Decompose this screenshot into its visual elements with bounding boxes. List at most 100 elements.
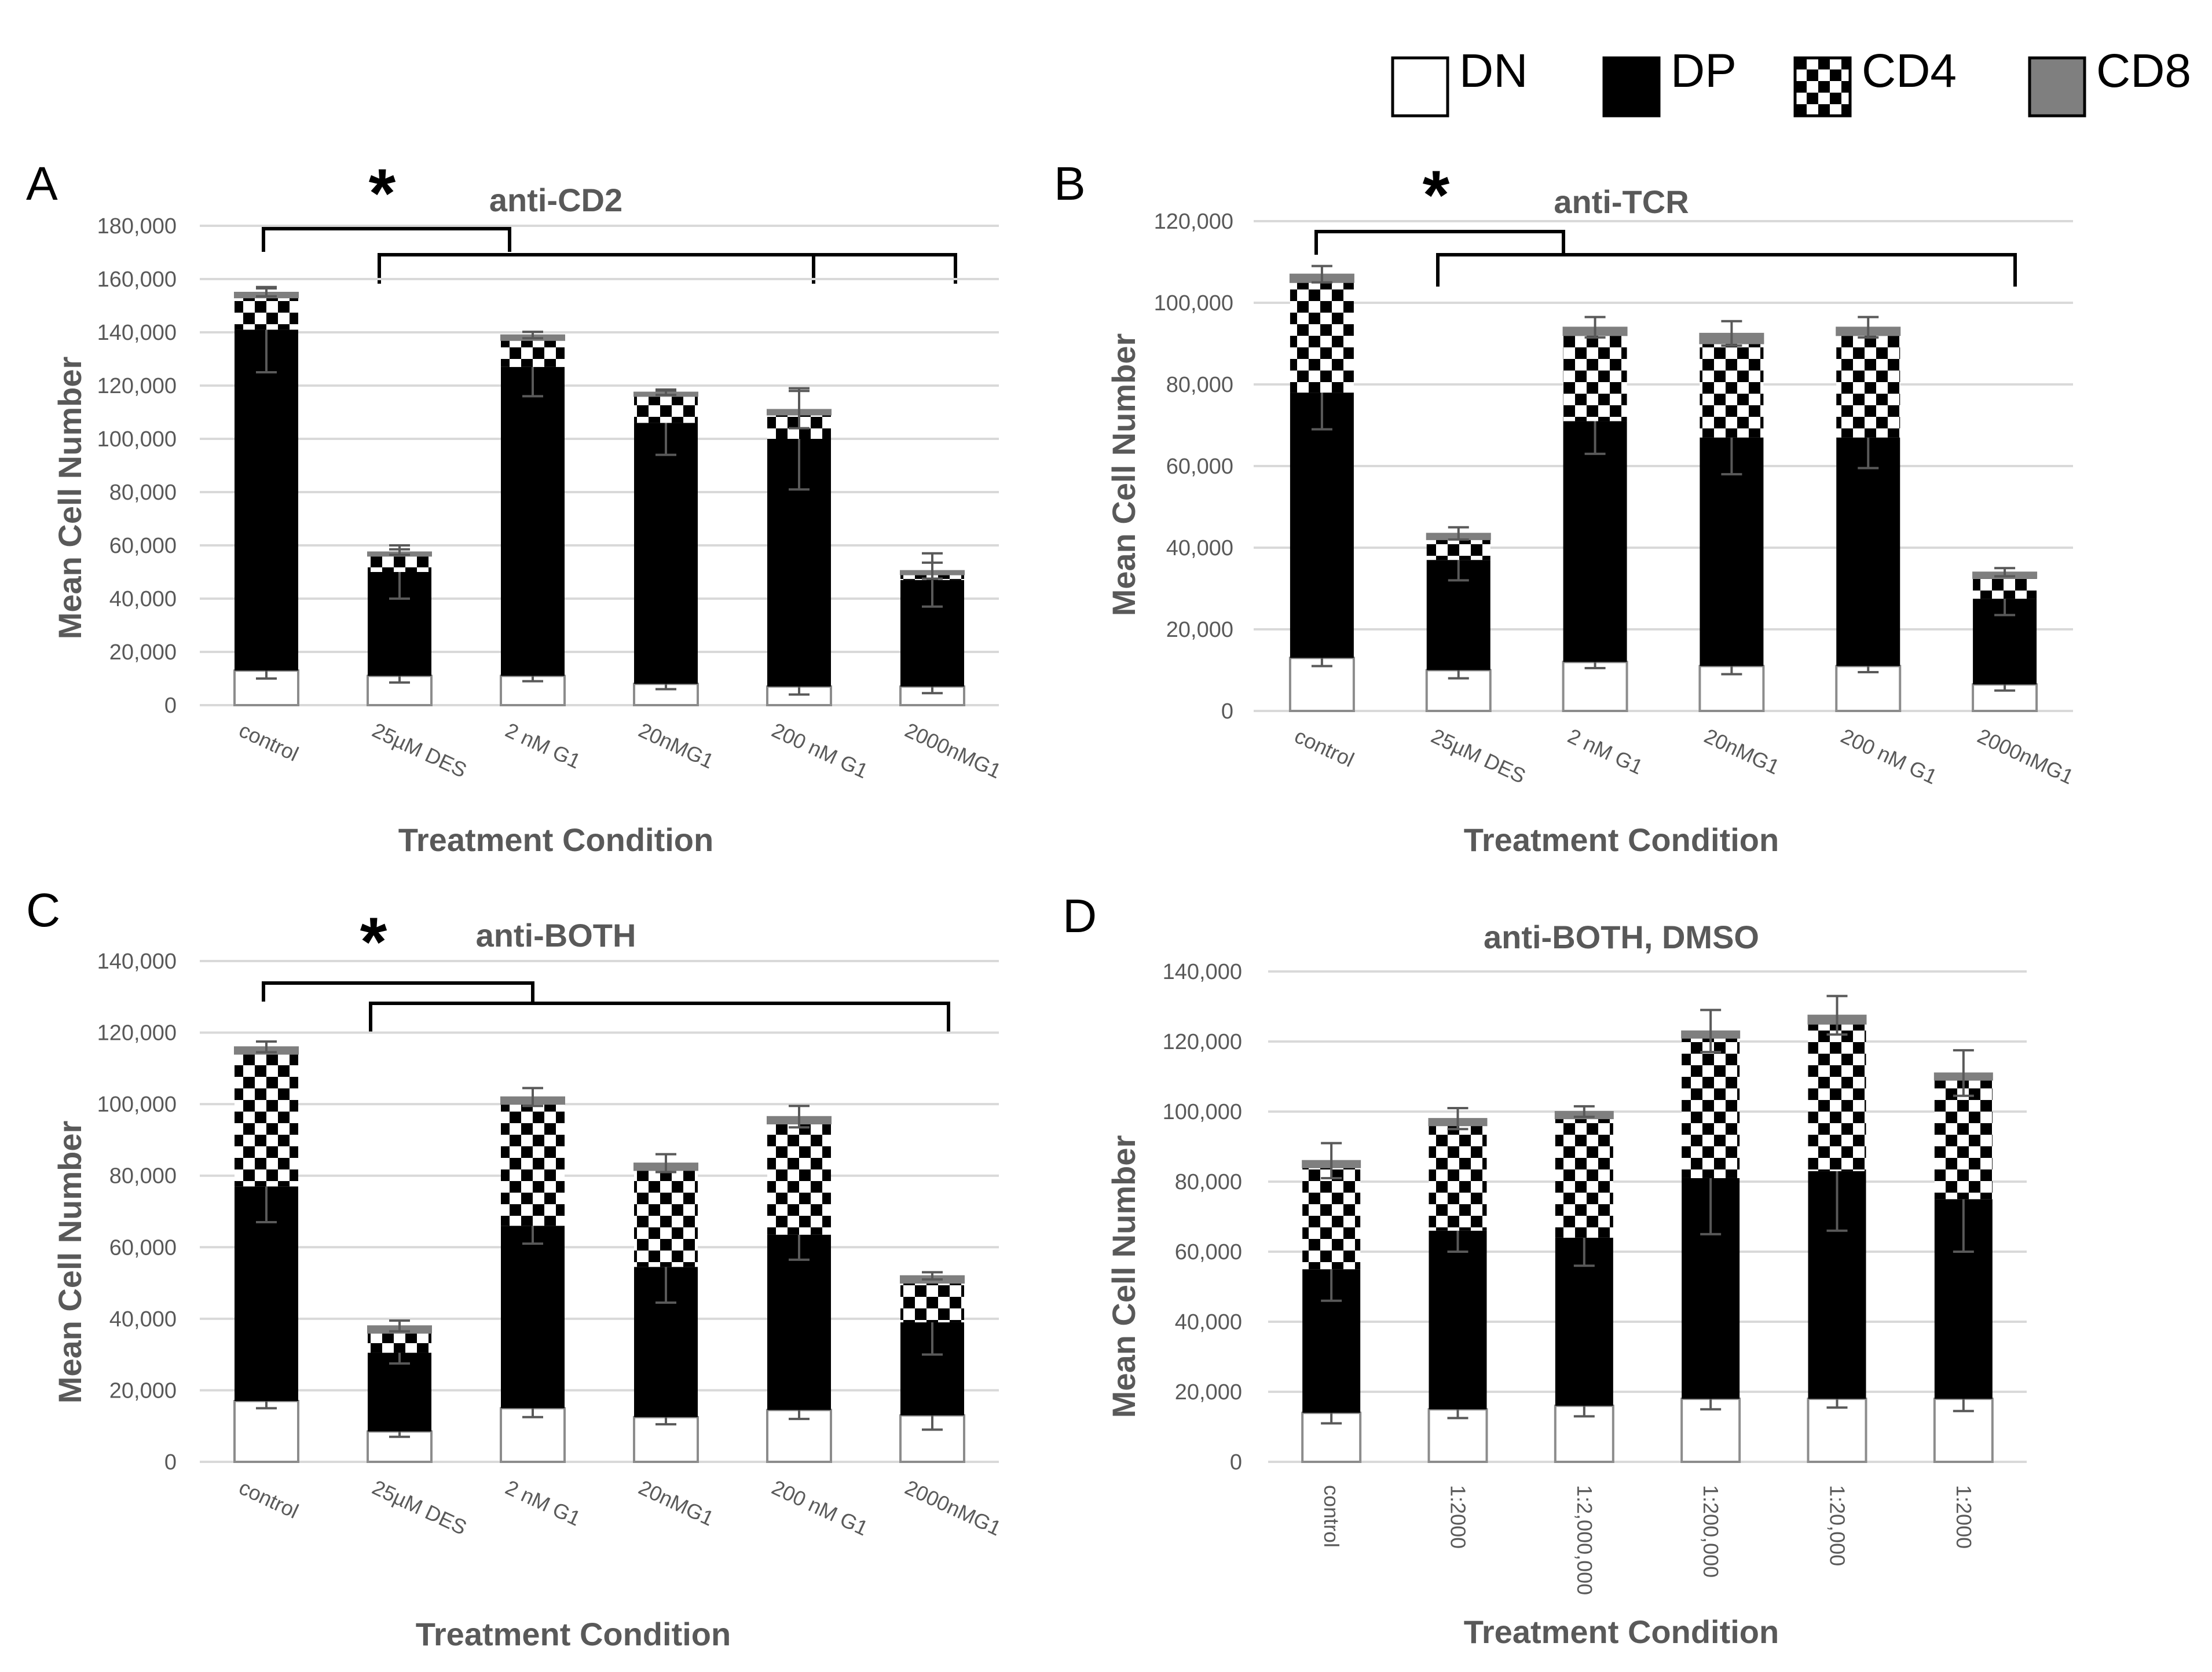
significance-bracket-2 xyxy=(1436,253,2017,287)
bar-segment-cd4 xyxy=(235,298,298,330)
bar-segment-dp xyxy=(1290,393,1354,658)
x-tick-label: 20nMG1 xyxy=(635,718,717,773)
bar-segment-dp xyxy=(767,1234,831,1410)
y-tick-label: 0 xyxy=(1230,1450,1242,1475)
bar-segment-dn xyxy=(1427,1408,1488,1463)
bar-segment-cd4 xyxy=(1682,1037,1740,1178)
x-tick-label: 200 nM G1 xyxy=(1837,724,1941,789)
bar-segment-cd4 xyxy=(634,396,698,423)
y-axis-label: Mean Cell Number xyxy=(1105,1135,1142,1418)
y-tick-label: 120,000 xyxy=(97,374,177,398)
y-tick-label: 40,000 xyxy=(1175,1310,1242,1334)
legend-label-cd4: CD4 xyxy=(1862,45,1957,97)
x-axis-label: Treatment Condition xyxy=(398,822,713,858)
bar-segment-dn xyxy=(1698,665,1765,712)
y-tick-label: 60,000 xyxy=(109,534,177,558)
bar-segment-cd4 xyxy=(1555,1119,1613,1238)
bar-segment-cd4 xyxy=(501,1104,565,1226)
bar-segment-dp xyxy=(501,1226,565,1409)
x-tick-label: 20nMG1 xyxy=(635,1475,717,1531)
bar-segment-cd4 xyxy=(235,1054,298,1187)
panel-c: C anti-BOTH * Mean Cell Number Treatment… xyxy=(26,884,1005,1652)
x-tick-label: 1:20,000 xyxy=(1826,1485,1850,1566)
y-tick-label: 20,000 xyxy=(109,640,177,665)
y-tick-label: 140,000 xyxy=(97,949,177,974)
bar-segment-dp xyxy=(1429,1230,1487,1410)
y-tick-label: 20,000 xyxy=(109,1378,177,1403)
y-axis-label: Mean Cell Number xyxy=(52,357,88,640)
y-tick-label: 160,000 xyxy=(97,267,177,292)
x-tick-label: 1:2,000,000 xyxy=(1573,1485,1596,1595)
y-tick-label: 20,000 xyxy=(1175,1380,1242,1405)
bar-segment-cd4 xyxy=(1934,1080,1993,1200)
x-axis-label: Treatment Condition xyxy=(1464,1614,1779,1650)
bar-segment-dn xyxy=(1835,665,1902,712)
panel-b: B anti-TCR * Mean Cell Number Treatment … xyxy=(1054,156,2077,858)
plot-area: 0 20,000 40,000 60,000 80,000 100,000 120,000 1… xyxy=(97,214,1005,783)
x-tick-label: 1:2000 xyxy=(1952,1485,1976,1549)
x-tick-label: 25µM DES xyxy=(1427,724,1529,788)
y-tick-label: 60,000 xyxy=(1166,454,1233,479)
y-tick-label: 100,000 xyxy=(97,427,177,452)
significance-bracket-1 xyxy=(1314,230,1565,255)
legend-swatch-cd8 xyxy=(2028,56,2086,118)
panel-d: D anti-BOTH, DMSO Mean Cell Number Treat… xyxy=(1063,890,2027,1650)
bar-segment-cd4 xyxy=(1290,282,1354,393)
bar-segment-dp xyxy=(634,423,698,684)
x-tick-label: 2 nM G1 xyxy=(1564,724,1646,779)
x-tick-label: 20nMG1 xyxy=(1701,724,1783,779)
bar-segment-cd4 xyxy=(368,1333,431,1353)
x-tick-label: 2000nMG1 xyxy=(902,718,1005,783)
significance-bracket-1 xyxy=(262,981,534,1002)
panel-letter-d: D xyxy=(1063,890,1097,943)
y-tick-label: 40,000 xyxy=(109,1307,177,1332)
x-tick-label: 200 nM G1 xyxy=(768,718,872,783)
y-tick-label: 40,000 xyxy=(109,587,177,611)
significance-asterisk: * xyxy=(369,155,396,232)
bar-segment-dp xyxy=(1700,437,1764,666)
bar-segment-cd4 xyxy=(1429,1125,1487,1231)
y-tick-label: 0 xyxy=(1221,699,1233,724)
x-tick-label: 25µM DES xyxy=(369,718,471,782)
x-tick-label: 2000nMG1 xyxy=(902,1475,1005,1540)
y-tick-label: 80,000 xyxy=(109,1164,177,1189)
bar-segment-cd4 xyxy=(1836,335,1900,438)
x-tick-label: 25µM DES xyxy=(369,1475,471,1539)
bar-segment-cd4 xyxy=(900,1283,964,1323)
y-tick-label: 100,000 xyxy=(1163,1100,1242,1124)
bar-segment-cd4 xyxy=(767,1124,831,1235)
panel-letter-a: A xyxy=(26,157,58,210)
legend-swatch-cd4 xyxy=(1793,56,1852,118)
x-tick-label: 200 nM G1 xyxy=(768,1475,872,1540)
bar-segment-dp xyxy=(368,1352,431,1432)
bar-segment-dn xyxy=(233,1399,299,1464)
y-tick-label: 80,000 xyxy=(1166,373,1233,397)
bar-segment-cd4 xyxy=(501,340,565,367)
y-tick-label: 140,000 xyxy=(97,321,177,345)
chart-title: anti-CD2 xyxy=(489,182,622,218)
x-axis-label: Treatment Condition xyxy=(1464,822,1779,858)
significance-bracket-2 xyxy=(369,1002,950,1033)
panel-a: A anti-CD2 * Mean Cell Number Treatment … xyxy=(26,155,1005,858)
x-tick-label: 1:200,000 xyxy=(1699,1485,1723,1578)
y-tick-label: 60,000 xyxy=(109,1235,177,1260)
bar-segment-dp xyxy=(1563,421,1627,662)
y-tick-label: 120,000 xyxy=(1163,1030,1242,1054)
significance-bracket-1 xyxy=(262,227,511,252)
bar-segment-cd4 xyxy=(368,556,431,572)
bar-segment-dn xyxy=(1807,1398,1867,1464)
legend: DN DP CD4 CD8 xyxy=(1391,45,2191,118)
panel-letter-b: B xyxy=(1054,157,1086,210)
legend-swatch-dp xyxy=(1602,56,1661,118)
y-axis-label: Mean Cell Number xyxy=(52,1121,88,1404)
bar-segment-dp xyxy=(235,329,298,671)
y-tick-label: 80,000 xyxy=(109,481,177,505)
y-tick-label: 60,000 xyxy=(1175,1240,1242,1264)
x-tick-label: control xyxy=(1320,1485,1343,1548)
y-tick-label: 0 xyxy=(164,1450,177,1475)
y-tick-label: 80,000 xyxy=(1175,1170,1242,1194)
y-tick-label: 40,000 xyxy=(1166,536,1233,560)
x-tick-label: 2 nM G1 xyxy=(502,1475,584,1531)
bar-segment-cd4 xyxy=(1808,1024,1866,1171)
